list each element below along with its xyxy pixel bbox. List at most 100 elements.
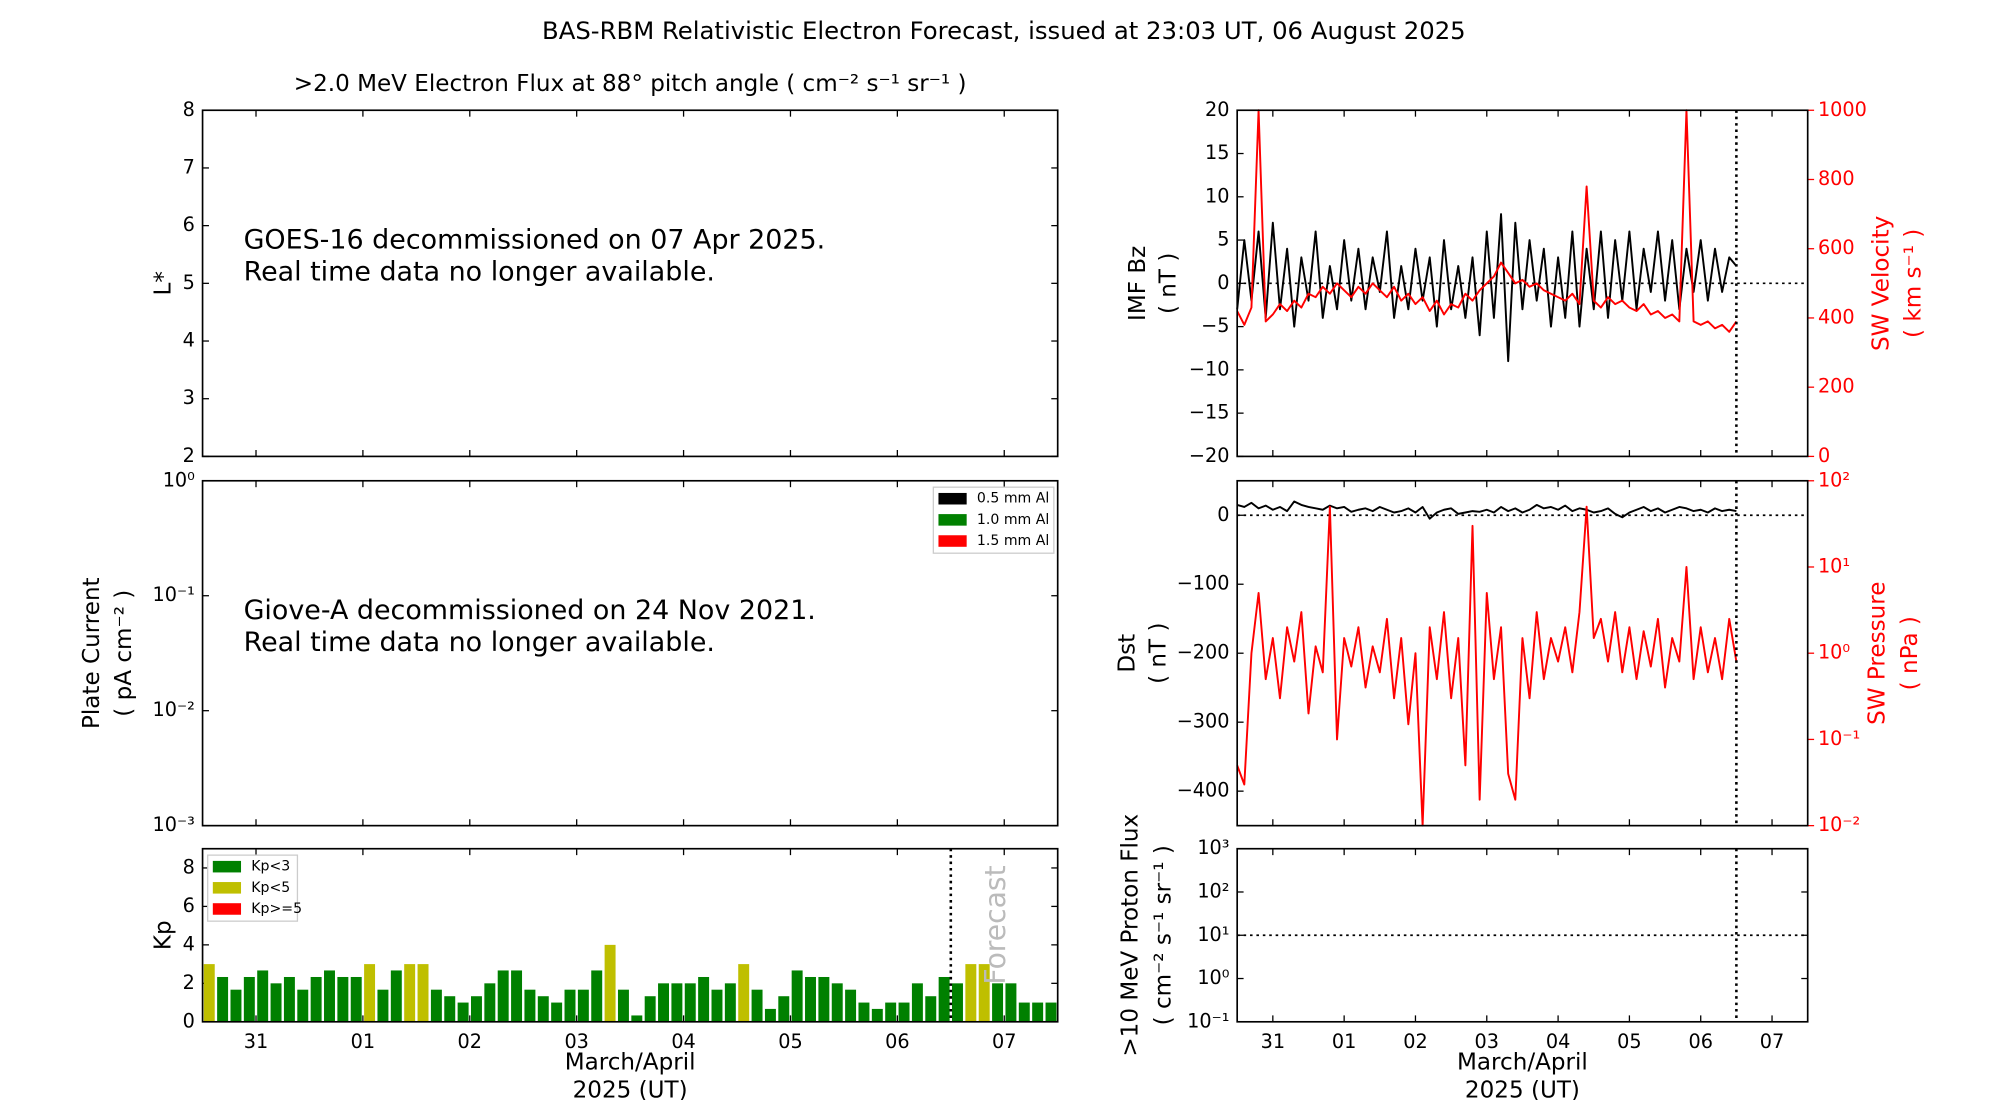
y2-tick-label: 10²: [1818, 468, 1850, 491]
x-tick-label: 03: [1475, 1030, 1499, 1053]
y2-tick-label: 800: [1818, 167, 1855, 190]
axis-label: Dst: [1115, 634, 1141, 673]
y-tick-label: 10⁻¹: [153, 583, 195, 606]
bar: [604, 944, 616, 1022]
series-line: [1236, 213, 1738, 363]
bar: [324, 970, 335, 1022]
x-tick-label: 01: [1332, 1030, 1356, 1053]
bar: [577, 989, 589, 1022]
bar: [377, 989, 389, 1022]
y-tick-label: 10²: [1197, 879, 1229, 902]
legend-swatch: [212, 882, 242, 894]
bar: [992, 983, 1004, 1022]
bar: [310, 976, 322, 1022]
y-tick-label: 10⁰: [163, 468, 195, 491]
bar: [484, 983, 496, 1022]
x-tick-label: 02: [1403, 1030, 1427, 1053]
bar: [430, 989, 442, 1022]
bar: [470, 996, 482, 1022]
legend-swatch: [938, 535, 967, 547]
bar: [952, 983, 963, 1022]
x-tick-label: 05: [1617, 1030, 1641, 1053]
bar: [591, 970, 603, 1022]
bar: [965, 964, 977, 1022]
bar: [350, 976, 362, 1022]
legend-label: Kp<5: [251, 880, 290, 896]
bar: [283, 976, 295, 1022]
y-tick-label: 0: [1217, 271, 1229, 294]
y2-tick-label: 10⁻²: [1818, 813, 1860, 836]
bar: [644, 996, 656, 1022]
legend-label: 0.5 mm Al: [977, 491, 1049, 507]
axis-label: Kp: [151, 920, 177, 950]
y-tick-label: 8: [183, 855, 195, 878]
axis-label: Plate Current: [79, 577, 105, 729]
bar: [764, 1008, 776, 1022]
bar: [658, 983, 670, 1022]
plot-frame: [1236, 109, 1809, 458]
bar: [230, 989, 242, 1022]
bar: [751, 989, 763, 1022]
y-tick-label: −15: [1189, 401, 1230, 424]
annotation: GOES-16 decommissioned on 07 Apr 2025.: [244, 225, 826, 256]
y2-tick-label: 600: [1818, 236, 1855, 259]
y-tick-label: 4: [183, 329, 195, 352]
bar: [390, 970, 402, 1022]
legend-swatch: [212, 860, 242, 873]
bar: [831, 983, 843, 1022]
bar: [551, 1002, 563, 1022]
x-tick-label: 06: [1688, 1030, 1712, 1053]
y-tick-label: 10⁻²: [153, 698, 195, 721]
plot-frame: [201, 479, 1059, 827]
y-tick-label: 10¹: [1197, 923, 1229, 946]
bar: [497, 970, 509, 1022]
y-tick-label: −5: [1201, 314, 1229, 337]
bar: [217, 976, 229, 1022]
legend-label: 1.5 mm Al: [977, 533, 1049, 549]
x-tick-label: 04: [1546, 1030, 1570, 1053]
y-tick-label: 2: [183, 971, 195, 994]
legend-swatch: [212, 903, 242, 915]
legend-swatch: [938, 492, 967, 505]
x-tick-label: 01: [351, 1030, 375, 1053]
forecast-label: Forecast: [979, 865, 1012, 984]
bar: [671, 983, 683, 1022]
axis-label: SW Pressure: [1865, 582, 1891, 725]
bar: [243, 976, 255, 1022]
x-tick-label: 06: [885, 1030, 909, 1053]
series-line: [1236, 109, 1738, 333]
bar: [684, 983, 696, 1022]
bar: [845, 989, 857, 1022]
y-tick-label: −400: [1177, 779, 1230, 802]
y-tick-label: 5: [1217, 228, 1229, 251]
y-tick-label: 3: [183, 386, 195, 409]
bar: [911, 983, 923, 1022]
bar: [617, 989, 629, 1022]
bar: [524, 989, 536, 1022]
bar: [511, 970, 523, 1022]
annotation: Real time data no longer available.: [244, 627, 715, 658]
bar: [1045, 1002, 1057, 1022]
bar: [1005, 983, 1017, 1022]
axis-label: ( cm⁻² s⁻¹ sr⁻¹ ): [1151, 845, 1177, 1025]
bar: [404, 964, 416, 1022]
bar: [257, 970, 269, 1022]
y-tick-label: −100: [1177, 572, 1230, 595]
bar: [711, 989, 723, 1022]
bar: [818, 976, 830, 1022]
y-tick-label: 6: [183, 894, 195, 917]
plot-frame: [201, 109, 1059, 458]
y-tick-label: 10: [1205, 184, 1229, 207]
series-line: [1236, 500, 1737, 520]
x-tick-label: 31: [1261, 1030, 1285, 1053]
bar: [203, 964, 215, 1022]
legend-label: 1.0 mm Al: [977, 512, 1049, 528]
axis-label: ( pA cm⁻² ): [111, 590, 137, 717]
y-tick-label: −10: [1189, 357, 1230, 380]
bar: [631, 1015, 643, 1022]
y-tick-label: 10³: [1197, 836, 1229, 859]
y-tick-label: 2: [183, 444, 195, 467]
y-tick-label: 4: [183, 932, 195, 955]
